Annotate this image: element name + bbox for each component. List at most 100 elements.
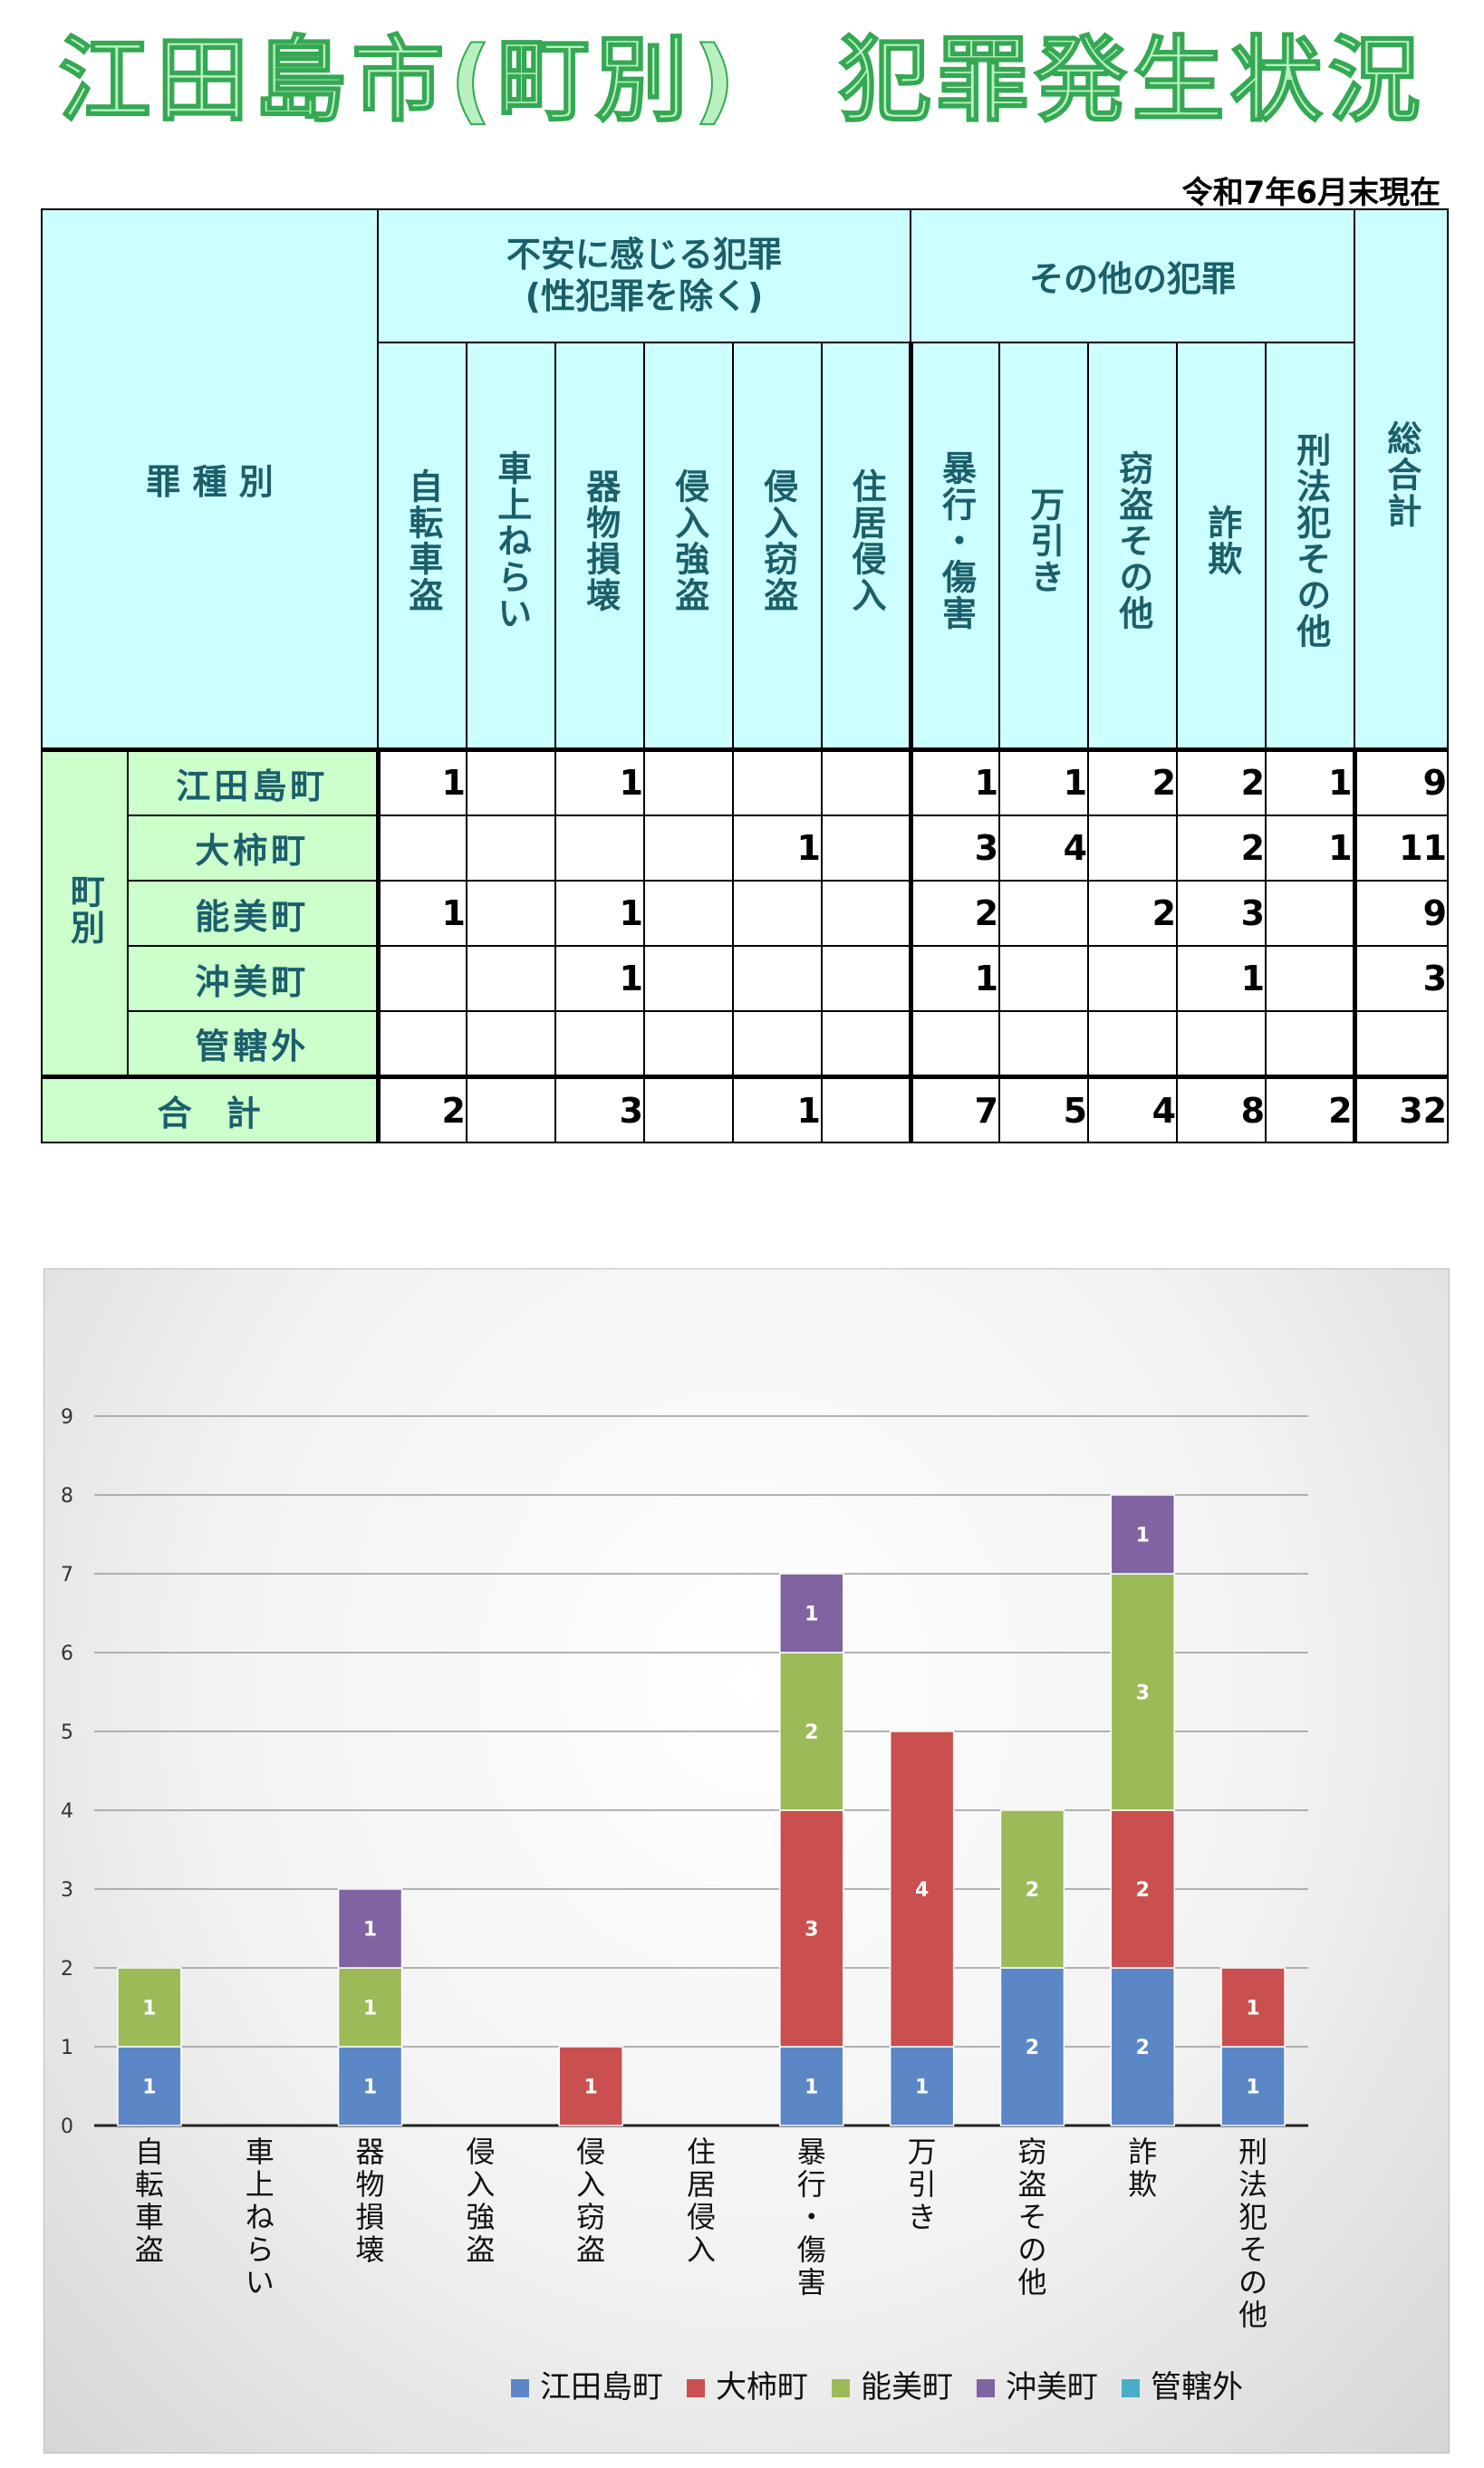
column-header: 刑法犯その他 — [1265, 341, 1356, 751]
column-header: 万引き — [998, 341, 1090, 751]
bar-segment — [779, 1809, 844, 2048]
x-tick-label-char: 損 — [356, 2200, 385, 2234]
y-tick-label: 1 — [61, 2037, 73, 2059]
y-tick-label: 3 — [61, 1879, 73, 1902]
x-tick-label-char: 侵 — [466, 2135, 495, 2169]
table-cell: 3 — [910, 814, 1001, 882]
page-title: 江田島市(町別) 犯罪発生状況 — [57, 26, 1426, 136]
x-tick-label-char: 法 — [1238, 2167, 1267, 2202]
table-cell: 1 — [375, 879, 467, 948]
x-tick-label-char: 盗 — [135, 2232, 164, 2267]
column-header: 器物損壊 — [554, 341, 645, 751]
data-label: 3 — [805, 1919, 818, 1942]
header-crime-type: 罪 種 別 — [41, 207, 379, 751]
table-cell: 2 — [910, 879, 1001, 948]
row-label: 大柿町 — [127, 814, 379, 882]
bar-segment — [889, 1730, 955, 2048]
x-tick-label-char: 欺 — [1128, 2167, 1157, 2202]
column-header: 暴行・傷害 — [910, 341, 1001, 751]
table-cell — [820, 747, 913, 816]
legend-label: 能美町 — [861, 2369, 953, 2405]
table-cell — [554, 1010, 645, 1078]
row-label: 管轄外 — [127, 1010, 379, 1078]
side-label: 町別 — [41, 747, 129, 1078]
table-cell — [732, 747, 823, 816]
table-cell: 1 — [910, 945, 1001, 1013]
table-cell: 3 — [1176, 879, 1267, 948]
table-cell — [643, 945, 734, 1013]
table-cell — [820, 879, 913, 948]
table-cell — [1087, 814, 1179, 882]
table-cell: 5 — [998, 1075, 1090, 1144]
x-tick-label-char: 傷 — [797, 2232, 826, 2267]
legend-label: 江田島町 — [540, 2369, 663, 2405]
table-row: 町別 江田島町 1 1 1 1 2 2 1 9 — [41, 747, 1450, 1078]
x-tick-label-char: 居 — [687, 2167, 716, 2202]
y-tick-label: 8 — [61, 1485, 73, 1508]
x-tick-label-char: の — [1017, 2232, 1046, 2267]
x-tick-label-char: 行 — [797, 2167, 826, 2202]
bar-segment — [999, 1809, 1065, 1969]
x-tick-label-char: 盗 — [1017, 2167, 1046, 2202]
bar-segment — [117, 1967, 182, 2048]
table-cell: 1 — [998, 747, 1090, 816]
x-tick-label-char: 入 — [687, 2232, 716, 2267]
data-label: 4 — [915, 1879, 929, 1902]
bar-segment — [999, 1967, 1065, 2126]
bar-segment — [337, 1967, 403, 2048]
x-tick-label-char: い — [246, 2265, 275, 2299]
table-cell — [998, 1010, 1090, 1078]
row-label: 能美町 — [127, 879, 379, 948]
crime-table: 罪 種 別 不安に感じる犯罪 (性犯罪を除く) その他の犯罪 総合計 自転車盗車… — [41, 207, 1450, 1144]
bar-segment — [779, 1573, 844, 1653]
y-tick-label: 5 — [61, 1721, 73, 1744]
table-cell — [375, 945, 467, 1013]
table-cell — [732, 1010, 823, 1078]
data-label: 1 — [805, 2077, 818, 2099]
data-label: 2 — [805, 1721, 818, 1744]
y-tick-label: 9 — [61, 1406, 73, 1429]
table-cell — [554, 814, 645, 882]
row-total: 32 — [1352, 1075, 1450, 1144]
data-label: 3 — [1136, 1682, 1150, 1705]
x-tick-label-char: 窃 — [576, 2200, 605, 2234]
legend-label: 沖美町 — [1006, 2369, 1098, 2405]
table-cell: 2 — [1087, 879, 1179, 948]
x-tick-label-char: 器 — [356, 2135, 385, 2169]
x-tick-label-char: 刑 — [1238, 2135, 1267, 2169]
x-tick-label-char: 盗 — [466, 2232, 495, 2267]
x-tick-label-char: 転 — [135, 2167, 164, 2202]
data-label: 1 — [142, 1998, 156, 2020]
table-row: 大柿町 1 3 4 2 1 11 — [42, 814, 1450, 882]
table-cell: 8 — [1176, 1075, 1267, 1144]
data-label: 1 — [363, 1998, 377, 2020]
header-group-other: その他の犯罪 — [910, 208, 1356, 343]
sum-label: 合 計 — [41, 1075, 379, 1144]
table-cell — [643, 814, 734, 882]
header-group-anxiety: 不安に感じる犯罪 (性犯罪を除く) — [376, 208, 912, 343]
table-cell — [1087, 945, 1179, 1013]
bar-segment — [1110, 1573, 1176, 1811]
table-cell: 7 — [910, 1075, 1001, 1144]
table-cell — [1265, 945, 1356, 1013]
y-tick-label: 2 — [61, 1958, 73, 1981]
x-tick-label-char: 暴 — [797, 2135, 826, 2169]
column-header: 住居侵入 — [820, 341, 913, 751]
table-cell: 4 — [1087, 1075, 1179, 1144]
x-tick-label-char: 入 — [466, 2167, 495, 2202]
column-header: 窃盗その他 — [1087, 341, 1179, 751]
bar-segment — [1110, 1494, 1176, 1575]
x-tick-label-char: 車 — [246, 2135, 275, 2169]
x-tick-label-char: 住 — [687, 2135, 716, 2169]
bar-segment — [337, 2046, 403, 2126]
x-tick-label-char: 物 — [356, 2167, 385, 2202]
row-total: 3 — [1352, 945, 1450, 1013]
table-cell — [732, 879, 823, 948]
column-header: 詐欺 — [1176, 341, 1267, 751]
table-cell: 2 — [1087, 747, 1179, 816]
x-tick-label-char: そ — [1017, 2200, 1046, 2234]
x-tick-label-char: 害 — [797, 2265, 826, 2299]
x-tick-label-char: 犯 — [1238, 2200, 1267, 2234]
table-cell: 2 — [1265, 1075, 1356, 1144]
